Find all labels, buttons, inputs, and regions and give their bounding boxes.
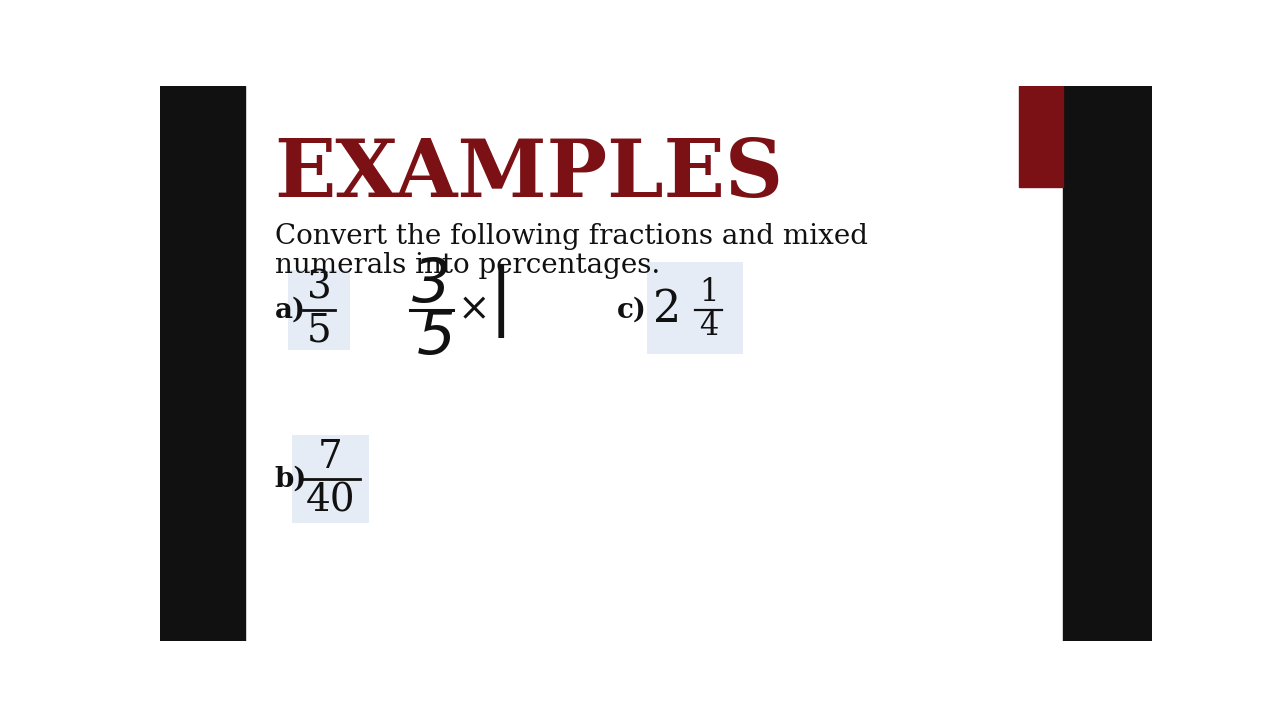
- Bar: [160, 86, 246, 641]
- Text: b): b): [275, 466, 307, 492]
- Text: 40: 40: [306, 482, 356, 519]
- Text: c): c): [617, 296, 648, 323]
- Text: 3: 3: [306, 269, 332, 307]
- Text: 5: 5: [306, 312, 332, 350]
- Bar: [1019, 86, 1062, 186]
- Bar: [1062, 86, 1152, 641]
- Text: numerals into percentages.: numerals into percentages.: [275, 252, 660, 279]
- Text: ×: ×: [457, 291, 490, 328]
- FancyBboxPatch shape: [288, 270, 349, 350]
- Text: a): a): [275, 296, 306, 323]
- Text: |: |: [489, 266, 513, 338]
- Text: Convert the following fractions and mixed: Convert the following fractions and mixe…: [275, 222, 868, 250]
- Text: 2: 2: [654, 288, 682, 331]
- Text: 5: 5: [416, 308, 456, 367]
- FancyBboxPatch shape: [292, 435, 369, 523]
- Text: 1: 1: [699, 277, 718, 308]
- Text: 4: 4: [699, 311, 718, 342]
- FancyBboxPatch shape: [646, 262, 742, 354]
- Text: 3: 3: [412, 256, 451, 315]
- Text: EXAMPLES: EXAMPLES: [275, 137, 783, 215]
- Text: 7: 7: [319, 439, 343, 476]
